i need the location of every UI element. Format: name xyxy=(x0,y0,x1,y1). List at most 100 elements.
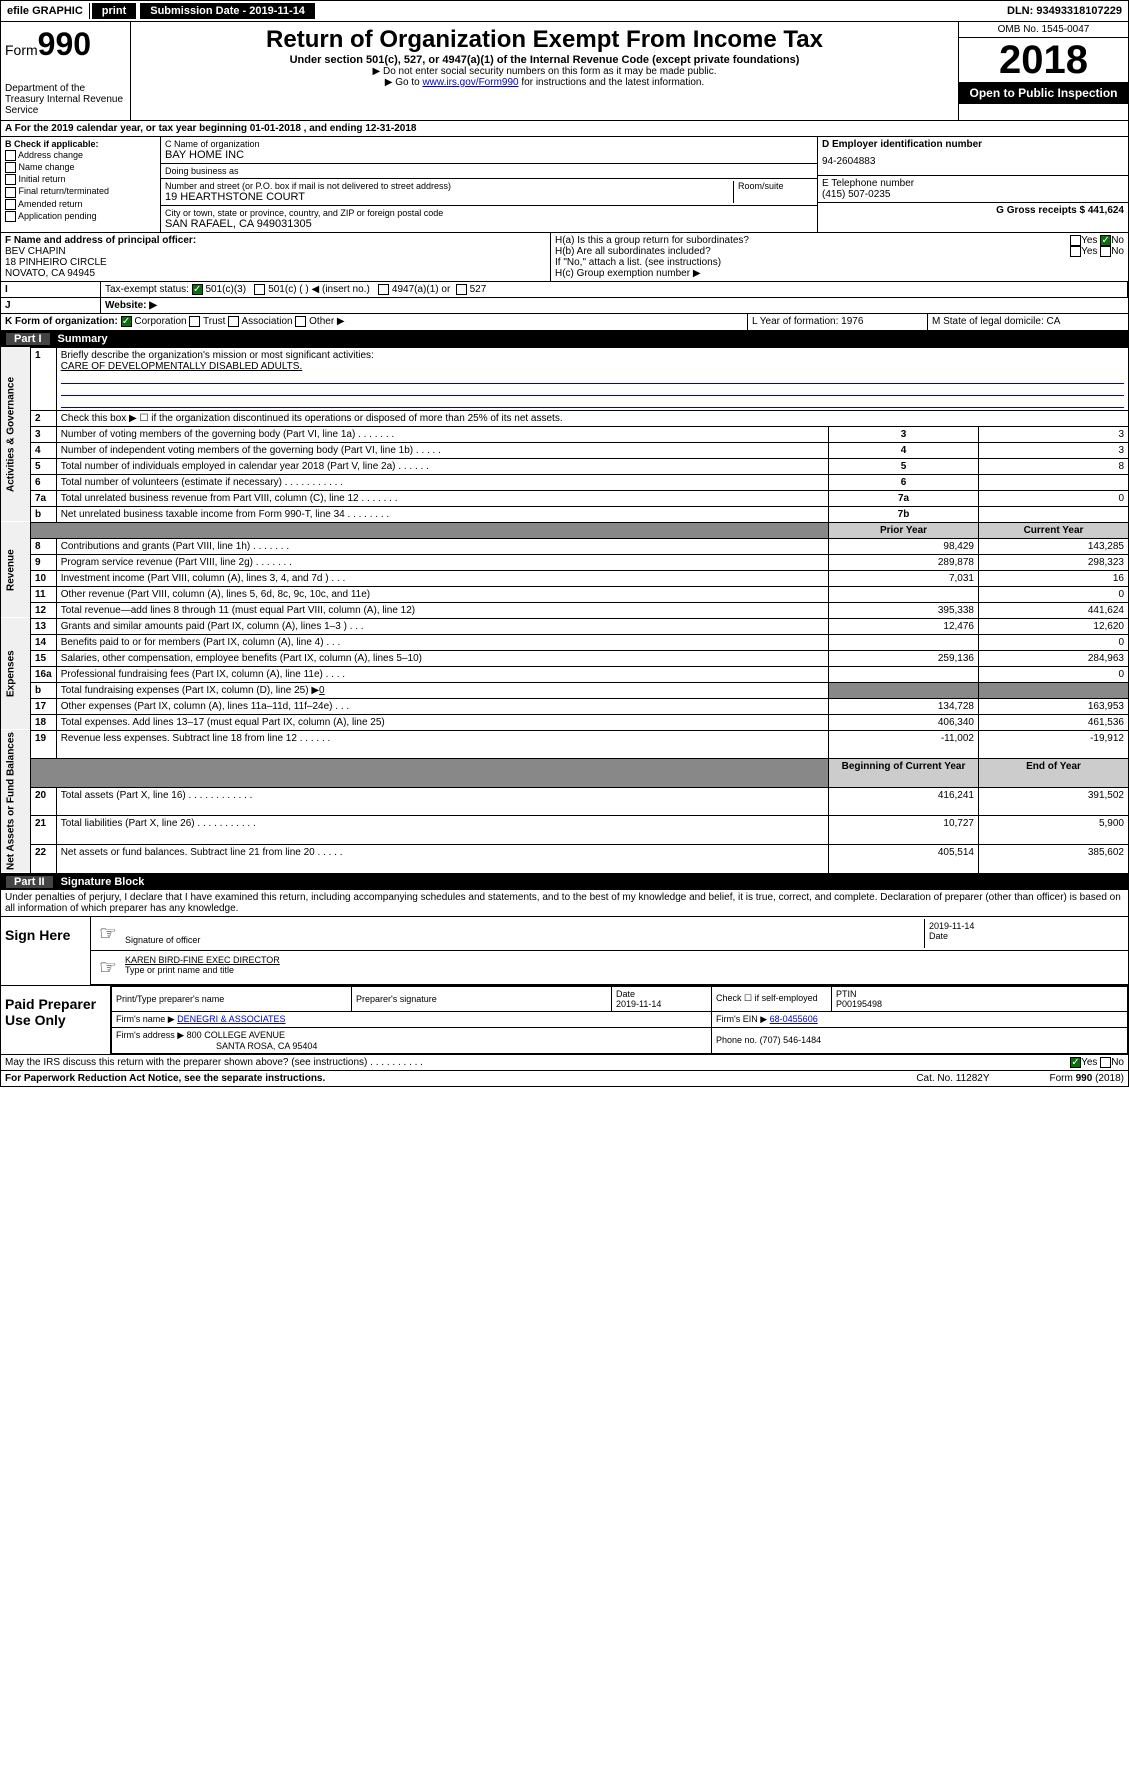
line-18-curr: 461,536 xyxy=(979,714,1129,730)
line-18-prior: 406,340 xyxy=(829,714,979,730)
irs-link[interactable]: www.irs.gov/Form990 xyxy=(422,77,518,88)
sign-here-label: Sign Here xyxy=(1,917,91,985)
line-17-desc: Other expenses (Part IX, column (A), lin… xyxy=(56,698,828,714)
line-4-desc: Number of independent voting members of … xyxy=(56,442,828,458)
prep-name-hdr: Print/Type preparer's name xyxy=(112,986,352,1011)
line-9-curr: 298,323 xyxy=(979,554,1129,570)
check-other[interactable] xyxy=(295,316,306,327)
officer-addr1: 18 PINHEIRO CIRCLE xyxy=(5,257,546,268)
check-name-change[interactable]: Name change xyxy=(5,162,156,173)
check-4947[interactable] xyxy=(378,284,389,295)
part2-header: Part II Signature Block xyxy=(0,874,1129,890)
line-20-prior: 416,241 xyxy=(829,787,979,816)
dept-label: Department of the Treasury Internal Reve… xyxy=(5,83,126,116)
check-final-return[interactable]: Final return/terminated xyxy=(5,186,156,197)
line-7a-n: 7a xyxy=(829,490,979,506)
line-17-prior: 134,728 xyxy=(829,698,979,714)
ein-value: 94-2604883 xyxy=(822,150,1124,173)
line-16a-prior xyxy=(829,666,979,682)
check-assoc[interactable] xyxy=(228,316,239,327)
line-20-curr: 391,502 xyxy=(979,787,1129,816)
prep-date-cell: Date2019-11-14 xyxy=(612,986,712,1011)
line-18-desc: Total expenses. Add lines 13–17 (must eq… xyxy=(56,714,828,730)
k-corp: Corporation xyxy=(134,317,186,328)
k-label: K Form of organization: xyxy=(5,317,118,328)
top-toolbar: efile GRAPHIC print Submission Date - 20… xyxy=(0,0,1129,22)
line-20-desc: Total assets (Part X, line 16) . . . . .… xyxy=(56,787,828,816)
check-501c3[interactable] xyxy=(192,284,203,295)
line-6-n: 6 xyxy=(829,474,979,490)
k-other: Other ▶ xyxy=(309,317,344,328)
sig-name-label: Type or print name and title xyxy=(125,965,1120,975)
line-10-prior: 7,031 xyxy=(829,570,979,586)
check-initial-return[interactable]: Initial return xyxy=(5,174,156,185)
k-l-m-row: K Form of organization: Corporation Trus… xyxy=(0,314,1129,330)
firm-ein-link[interactable]: 68-0455606 xyxy=(770,1014,818,1024)
mission-text: CARE OF DEVELOPMENTALLY DISABLED ADULTS. xyxy=(61,361,1124,372)
check-501c[interactable] xyxy=(254,284,265,295)
line-8-desc: Contributions and grants (Part VIII, lin… xyxy=(56,538,828,554)
open-public-badge: Open to Public Inspection xyxy=(959,82,1128,104)
line-11-desc: Other revenue (Part VIII, column (A), li… xyxy=(56,586,828,602)
line-16a-desc: Professional fundraising fees (Part IX, … xyxy=(56,666,828,682)
check-b-label: B Check if applicable: xyxy=(5,139,156,149)
line-4-num: 4 xyxy=(31,442,57,458)
line-5-v: 8 xyxy=(979,458,1129,474)
website-label: Website: ▶ xyxy=(101,298,1128,313)
line-14-prior xyxy=(829,634,979,650)
paid-preparer-block: Paid Preparer Use Only Print/Type prepar… xyxy=(0,986,1129,1055)
city-label: City or town, state or province, country… xyxy=(165,208,813,218)
line-3-num: 3 xyxy=(31,426,57,442)
section-b-checkboxes: B Check if applicable: Address change Na… xyxy=(1,137,161,232)
line-3-n: 3 xyxy=(829,426,979,442)
check-amended[interactable]: Amended return xyxy=(5,199,156,210)
check-527[interactable] xyxy=(456,284,467,295)
check-corp[interactable] xyxy=(121,316,132,327)
status-4947: 4947(a)(1) or xyxy=(392,284,450,295)
firm-ein-cell: Firm's EIN ▶ 68-0455606 xyxy=(712,1011,1128,1027)
ein-label: D Employer identification number xyxy=(822,139,1124,150)
h-a-answer: Yes No xyxy=(1070,235,1124,246)
submission-date-button[interactable]: Submission Date - 2019-11-14 xyxy=(140,3,315,19)
h-b-note: If "No," attach a list. (see instruction… xyxy=(555,257,1124,268)
footer-center: Cat. No. 11282Y xyxy=(916,1073,989,1084)
line-3-v: 3 xyxy=(979,426,1129,442)
firm-name-link[interactable]: DENEGRI & ASSOCIATES xyxy=(177,1014,285,1024)
check-application-pending[interactable]: Application pending xyxy=(5,211,156,222)
prep-sig-hdr: Preparer's signature xyxy=(352,986,612,1011)
dln-label: DLN: 93493318107229 xyxy=(1001,3,1128,19)
h-c-label: H(c) Group exemption number ▶ xyxy=(555,268,1124,279)
beg-year-hdr: Beginning of Current Year xyxy=(829,759,979,788)
part1-num: Part I xyxy=(6,333,50,345)
line-11-curr: 0 xyxy=(979,586,1129,602)
prep-ptin-cell: PTINP00195498 xyxy=(832,986,1128,1011)
form-title: Return of Organization Exempt From Incom… xyxy=(135,26,954,54)
part2-title: Signature Block xyxy=(61,876,145,888)
line-22-prior: 405,514 xyxy=(829,844,979,873)
check-trust[interactable] xyxy=(189,316,200,327)
part1-title: Summary xyxy=(58,333,108,345)
officer-label: F Name and address of principal officer: xyxy=(5,235,546,246)
line-1-num: 1 xyxy=(31,347,57,410)
section-c-org: C Name of organization BAY HOME INC Doin… xyxy=(161,137,818,232)
line-14-curr: 0 xyxy=(979,634,1129,650)
line-7a-num: 7a xyxy=(31,490,57,506)
side-expenses: Expenses xyxy=(1,618,31,730)
line-7b-desc: Net unrelated business taxable income fr… xyxy=(56,506,828,522)
org-name: BAY HOME INC xyxy=(165,149,813,161)
line-13-curr: 12,620 xyxy=(979,618,1129,634)
sig-date: 2019-11-14 xyxy=(929,921,1120,931)
page-footer: For Paperwork Reduction Act Notice, see … xyxy=(0,1071,1129,1087)
phone-label: E Telephone number xyxy=(822,178,1124,189)
line-15-curr: 284,963 xyxy=(979,650,1129,666)
h-b-answer: Yes No xyxy=(1070,246,1124,257)
line-12-curr: 441,624 xyxy=(979,602,1129,618)
status-527: 527 xyxy=(470,284,487,295)
section-f-h: F Name and address of principal officer:… xyxy=(0,233,1129,282)
end-year-hdr: End of Year xyxy=(979,759,1129,788)
check-address-change[interactable]: Address change xyxy=(5,150,156,161)
print-button[interactable]: print xyxy=(92,3,136,19)
discuss-row: May the IRS discuss this return with the… xyxy=(0,1055,1129,1071)
line-6-desc: Total number of volunteers (estimate if … xyxy=(56,474,828,490)
line-22-desc: Net assets or fund balances. Subtract li… xyxy=(56,844,828,873)
